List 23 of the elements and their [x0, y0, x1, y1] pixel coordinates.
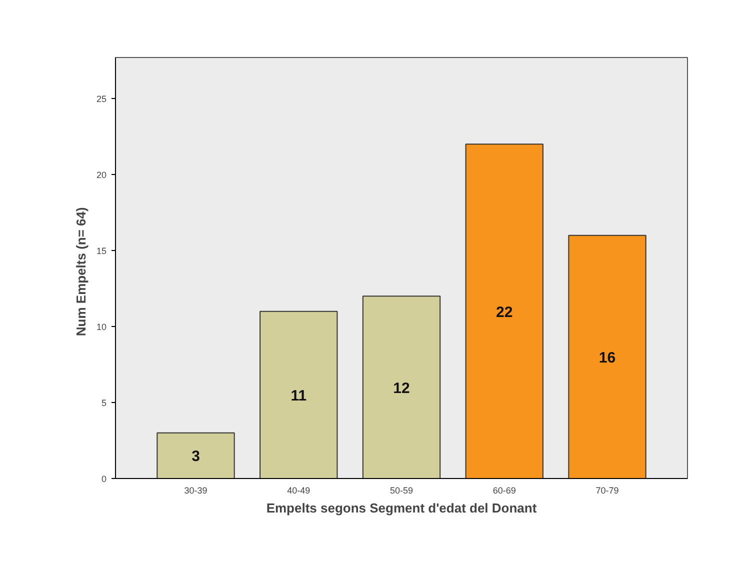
bar [362, 296, 441, 478]
bar [156, 432, 235, 478]
x-tick-label: 60-69 [492, 486, 516, 496]
x-axis-title: Empelts segons Segment d'edat del Donant [266, 500, 538, 516]
x-tick-label: 50-59 [390, 486, 414, 496]
data-label: 12 [393, 380, 410, 397]
y-tick-label: 10 [96, 322, 107, 332]
data-label: 11 [290, 387, 307, 404]
y-tick-label: 25 [96, 94, 107, 104]
x-tick-label: 70-79 [596, 486, 619, 496]
y-tick-label: 0 [101, 474, 107, 484]
bar [568, 234, 646, 478]
x-tick-label: 30-39 [184, 486, 208, 496]
y-tick-label: 20 [96, 170, 107, 180]
data-label: 16 [598, 349, 616, 366]
x-tick-label: 40-49 [287, 486, 310, 496]
data-label: 22 [496, 304, 513, 321]
data-label: 3 [192, 448, 200, 466]
bar [465, 144, 544, 478]
y-tick-label: 5 [101, 398, 107, 408]
y-axis-title: Num Empelts (n= 64) [73, 207, 88, 336]
bar [260, 310, 338, 478]
y-tick-label: 15 [96, 246, 107, 256]
